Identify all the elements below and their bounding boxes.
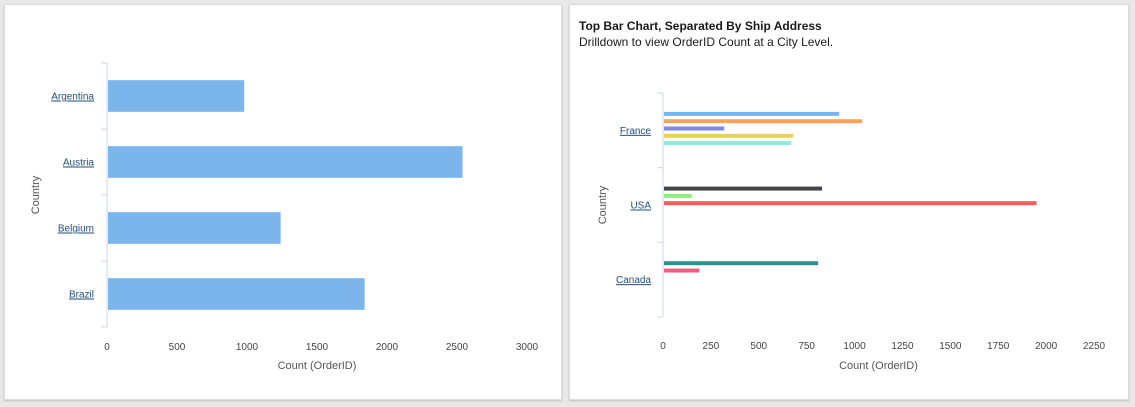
bar-france-1[interactable] [664, 111, 840, 116]
x-tick-label: 2250 [1083, 341, 1106, 352]
bar-brazil[interactable] [108, 278, 365, 310]
x-axis-title: Count (OrderID) [839, 360, 918, 372]
category-label-austria[interactable]: Austria [63, 158, 95, 169]
x-tick-label: 500 [750, 341, 767, 352]
x-tick-label: 2000 [376, 342, 399, 353]
x-tick-label: 1500 [939, 341, 962, 352]
chart-title: Top Bar Chart, Separated By Ship Address [579, 19, 822, 33]
bar-usa-3[interactable] [664, 201, 1037, 206]
x-axis-title: Count (OrderID) [278, 360, 357, 372]
category-label-france[interactable]: France [620, 126, 652, 137]
category-label-usa[interactable]: USA [630, 201, 651, 212]
bar-canada-1[interactable] [664, 261, 819, 266]
y-axis-title: Country [30, 175, 42, 214]
category-label-canada[interactable]: Canada [616, 275, 651, 286]
x-tick-label: 750 [798, 341, 815, 352]
bar-belgium[interactable] [108, 212, 281, 244]
category-label-argentina[interactable]: Argentina [51, 92, 94, 103]
category-label-belgium[interactable]: Belgium [58, 224, 94, 235]
chart-panel-right: Top Bar Chart, Separated By Ship Address… [569, 4, 1129, 400]
bar-usa-2[interactable] [664, 193, 692, 198]
grouped-bar-chart-ship-address: France USA Canada 0 250 500 750 1000 1250 1500 175… [597, 92, 1106, 372]
x-tick-label: 1250 [891, 341, 914, 352]
y-axis-title: Country [597, 185, 609, 224]
x-tick-label: 3000 [516, 342, 539, 353]
x-tick-label: 1000 [236, 342, 259, 353]
bar-canada-2[interactable] [664, 268, 700, 273]
bar-france-5[interactable] [664, 141, 792, 146]
bar-france-4[interactable] [664, 133, 794, 138]
x-tick-label: 1000 [843, 341, 866, 352]
x-tick-label: 2000 [1035, 341, 1058, 352]
chart-subtitle: Drilldown to view OrderID Count at a Cit… [579, 35, 834, 49]
x-tick-label: 250 [703, 341, 720, 352]
x-tick-label: 0 [660, 341, 666, 352]
chart-panel-left: Argentina Austria Belgium Brazil 0 500 1000 150… [4, 4, 562, 400]
x-tick-label: 1500 [306, 342, 329, 353]
bar-france-2[interactable] [664, 119, 863, 124]
bar-argentina[interactable] [108, 80, 245, 112]
x-tick-label: 0 [104, 342, 110, 353]
bar-france-3[interactable] [664, 126, 725, 131]
bar-austria[interactable] [108, 146, 463, 178]
bar-usa-1[interactable] [664, 186, 822, 191]
category-label-brazil[interactable]: Brazil [69, 290, 94, 301]
x-tick-label: 1750 [987, 341, 1010, 352]
x-tick-label: 2500 [446, 342, 469, 353]
bar-chart-country: Argentina Austria Belgium Brazil 0 500 1000 150… [30, 62, 539, 372]
x-tick-label: 500 [169, 342, 186, 353]
